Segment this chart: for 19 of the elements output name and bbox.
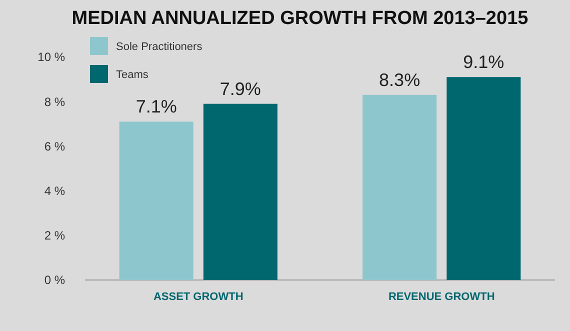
bar — [203, 104, 278, 280]
bar — [119, 122, 194, 280]
bar — [446, 77, 521, 280]
y-tick-label: 4 % — [44, 184, 66, 198]
y-tick-label: 6 % — [44, 139, 66, 154]
data-label: 8.3% — [379, 70, 420, 90]
chart-title: MEDIAN ANNUALIZED GROWTH FROM 2013–2015 — [72, 8, 529, 29]
bar — [362, 94, 437, 280]
y-tick-label: 10 % — [38, 50, 66, 64]
x-tick-label: ASSET GROWTH — [153, 291, 244, 303]
data-label: 9.1% — [463, 52, 504, 72]
x-tick-label: REVENUE GROWTH — [388, 291, 495, 303]
y-tick-label: 0 % — [44, 273, 66, 288]
data-label: 7.1% — [136, 96, 177, 117]
legend-label: Sole Practitioners — [116, 40, 203, 53]
data-label: 7.9% — [220, 78, 261, 99]
y-tick-label: 2 % — [44, 228, 66, 243]
y-tick-label: 8 % — [44, 94, 66, 109]
legend-label: Teams — [116, 68, 149, 81]
